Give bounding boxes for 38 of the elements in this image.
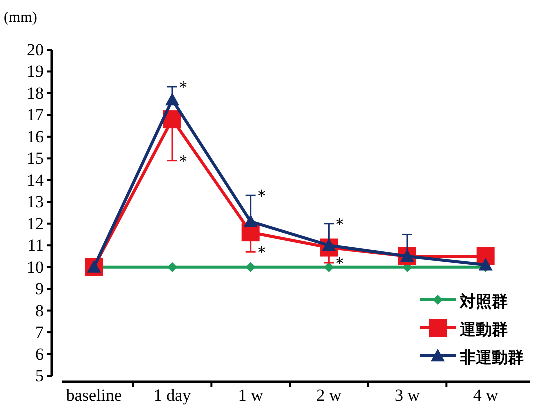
- y-tick-label: 20: [27, 40, 44, 60]
- annotation: ＊: [332, 254, 349, 274]
- annotation: ＊: [332, 214, 349, 235]
- y-tick-label: 16: [27, 127, 44, 146]
- annotation: ＊: [175, 78, 192, 98]
- y-tick-label: 17: [27, 106, 44, 125]
- x-tick-label: 4 w: [473, 386, 500, 405]
- legend-label: 対照群: [459, 292, 508, 311]
- x-tick-label: 3 w: [394, 386, 421, 405]
- y-tick-label: 6: [36, 344, 44, 364]
- point: [168, 262, 178, 272]
- point: [166, 92, 180, 106]
- y-tick-label: 18: [27, 84, 44, 103]
- legend-label: 運動群: [459, 320, 508, 339]
- y-tick-label: 14: [27, 170, 44, 190]
- y-axis-title: (mm): [4, 10, 38, 26]
- y-tick-label: 5: [36, 366, 44, 386]
- y-tick-label: 19: [27, 62, 44, 82]
- point: [478, 258, 493, 271]
- point: [324, 262, 334, 272]
- y-tick-label: 11: [28, 236, 44, 256]
- y-tick-label: 9: [36, 280, 44, 299]
- annotation: ＊: [253, 243, 270, 264]
- x-tick-label: baseline: [66, 386, 122, 405]
- legend-label: 非運動群: [459, 348, 524, 367]
- y-tick-label: 13: [27, 192, 44, 212]
- annotation: ＊: [253, 186, 270, 207]
- x-tick-label: 1 w: [238, 386, 264, 405]
- y-tick-label: 12: [27, 214, 44, 234]
- point: [244, 214, 258, 228]
- x-tick-label: 1 day: [154, 386, 192, 405]
- x-tick-label: 2 w: [316, 386, 342, 405]
- point: [246, 262, 256, 272]
- annotation: ＊: [175, 152, 192, 172]
- y-tick-label: 10: [27, 258, 44, 277]
- y-tick-label: 15: [27, 149, 44, 168]
- y-tick-label: 7: [36, 323, 44, 342]
- y-tick-label: 8: [36, 301, 44, 320]
